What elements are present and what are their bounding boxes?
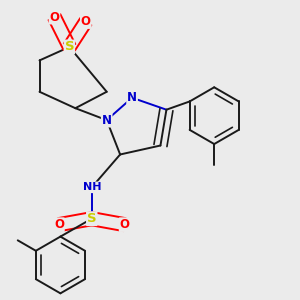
Text: O: O (120, 218, 130, 231)
Text: O: O (50, 11, 59, 24)
Text: N: N (102, 114, 112, 127)
Text: O: O (81, 15, 91, 28)
Text: NH: NH (82, 182, 101, 192)
Text: S: S (87, 212, 97, 225)
Text: O: O (54, 218, 64, 231)
Text: S: S (64, 40, 74, 53)
Text: N: N (127, 91, 137, 104)
